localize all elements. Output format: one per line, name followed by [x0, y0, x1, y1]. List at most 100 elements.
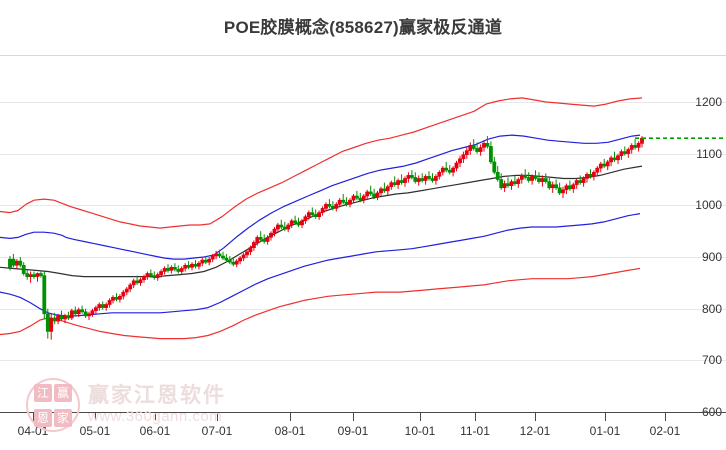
candle-body	[451, 167, 456, 173]
plot-top-border	[0, 55, 726, 56]
x-tick-label-09-01: 09-01	[337, 424, 369, 438]
candle-body	[231, 261, 236, 265]
candle-body	[272, 228, 277, 234]
candle-body	[585, 174, 589, 179]
candle-body	[207, 258, 212, 263]
gridline-900	[0, 257, 726, 258]
candle-body	[210, 255, 215, 260]
candle-body	[330, 206, 335, 209]
gridline-1100	[0, 153, 726, 155]
x-axis-line	[0, 412, 726, 413]
candle-body	[516, 179, 521, 184]
candle-body	[478, 147, 483, 152]
candle-body	[234, 260, 239, 265]
candle-body	[121, 291, 126, 297]
candle-body	[111, 296, 115, 301]
candle-body	[224, 257, 229, 261]
x-tick-label-08-01: 08-01	[274, 424, 306, 438]
candle-body	[45, 313, 50, 332]
x-tick-label-10-01: 10-01	[404, 424, 436, 438]
candle-body	[564, 185, 569, 191]
candle-body	[540, 178, 545, 182]
candle-body	[275, 224, 280, 230]
candle-body	[83, 311, 88, 317]
candle-body	[567, 185, 572, 190]
candle-body	[114, 296, 119, 300]
candle-body	[135, 280, 140, 284]
candle-body	[327, 204, 332, 207]
candle-body	[173, 266, 177, 270]
x-tick-11-01	[475, 413, 476, 421]
candle-body	[447, 169, 452, 173]
candle-body	[59, 315, 64, 320]
candle-body	[598, 163, 603, 169]
candle-body	[530, 176, 535, 181]
candle-body	[73, 310, 78, 315]
candle-body	[430, 178, 435, 181]
candle-body	[293, 220, 298, 224]
x-tick-01-01	[605, 413, 606, 421]
candle-body	[605, 161, 610, 167]
candle-body	[519, 175, 524, 180]
candle-body	[588, 174, 593, 177]
candle-body	[94, 307, 98, 312]
page-title: POE胶膜概念(858627)赢家极反通道	[223, 18, 503, 37]
candle-body	[492, 161, 497, 173]
series-upper_channel	[0, 134, 641, 260]
candle-body	[289, 220, 294, 226]
candle-body	[313, 214, 318, 218]
candle-body	[499, 179, 504, 189]
candle-body	[166, 268, 170, 271]
candle-body	[159, 271, 164, 275]
x-tick-12-01	[535, 413, 536, 421]
y-tick-label-1100: 1100	[696, 146, 722, 161]
candle-body	[616, 155, 620, 161]
candle-body	[561, 189, 565, 194]
candle-body	[269, 232, 273, 238]
candle-body	[581, 178, 586, 183]
candle-body	[344, 201, 349, 205]
candle-body	[406, 175, 411, 179]
plot-area	[0, 55, 726, 412]
candle-body	[262, 239, 267, 242]
candle-body	[379, 188, 383, 194]
candle-body	[619, 151, 624, 157]
x-tick-06-01	[155, 413, 156, 421]
candle-body	[512, 181, 517, 185]
candle-body	[306, 212, 311, 218]
candle-body	[609, 157, 614, 163]
candle-body	[358, 197, 363, 201]
candle-body	[66, 315, 71, 319]
candle-body	[626, 149, 631, 154]
candle-body	[550, 184, 555, 189]
candle-body	[28, 274, 33, 278]
candle-body	[90, 310, 95, 315]
candle-body	[200, 259, 205, 264]
candle-body	[49, 317, 54, 332]
candle-body	[557, 187, 562, 194]
candle-body	[633, 145, 638, 148]
candle-body	[389, 182, 394, 188]
gridline-800	[0, 308, 726, 310]
x-tick-label-06-01: 06-01	[139, 424, 171, 438]
candle-body	[409, 175, 414, 178]
candle-body	[413, 177, 418, 182]
candle-body	[142, 276, 146, 281]
candle-body	[591, 172, 596, 177]
candle-body	[265, 237, 270, 242]
candle-body	[87, 313, 91, 317]
candle-body	[169, 266, 174, 271]
candle-body	[574, 180, 579, 185]
candle-body	[578, 180, 583, 183]
candle-body	[107, 300, 112, 305]
gridline-1200	[0, 102, 726, 103]
candle-body	[636, 143, 641, 148]
candle-body	[437, 172, 442, 177]
candle-body	[248, 247, 253, 253]
y-tick-label-800: 800	[701, 301, 722, 316]
candle-body	[227, 259, 232, 263]
candle-body	[100, 304, 105, 308]
candle-body	[420, 178, 425, 181]
candle-body	[372, 193, 377, 198]
x-tick-05-01	[95, 413, 96, 421]
